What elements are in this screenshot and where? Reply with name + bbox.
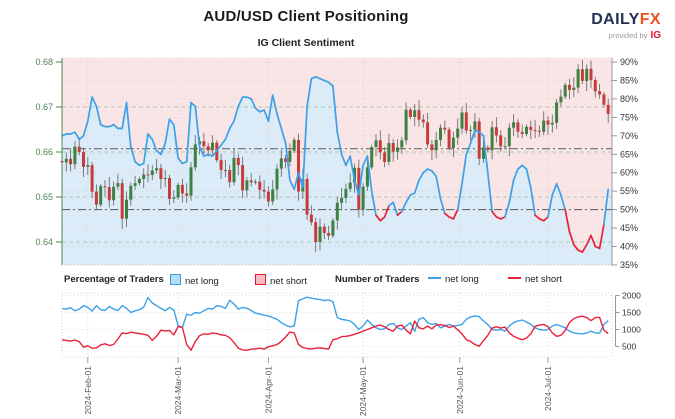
svg-text:75%: 75%: [620, 112, 638, 122]
legend-number-title: Number of Traders: [335, 274, 420, 285]
svg-text:50%: 50%: [620, 205, 638, 215]
sentiment-axis: 90% 85% 80% 75% 70% 65% 60% 55% 50% 45% 40% 35%: [611, 57, 638, 270]
legend-num-net-short-label: net short: [525, 274, 562, 285]
svg-text:2024-Apr-01: 2024-Apr-01: [263, 366, 273, 414]
svg-text:2000: 2000: [622, 291, 641, 301]
net-long-pct-line: [61, 75, 610, 253]
chart-subtitle: IG Client Sentiment: [257, 37, 355, 49]
logo-daily-text: DAILY: [591, 11, 640, 28]
svg-text:0.68: 0.68: [35, 57, 53, 67]
count-line-long: [61, 296, 609, 335]
svg-text:85%: 85%: [620, 76, 638, 86]
svg-text:2024-Jul-01: 2024-Jul-01: [543, 366, 553, 411]
svg-text:60%: 60%: [620, 168, 638, 178]
legend-pct-net-long-label: net long: [185, 276, 219, 287]
legend-pct-net-short: net short: [255, 274, 307, 287]
price-axis: 0.68 0.67 0.66 0.65 0.64: [35, 57, 612, 266]
dailyfx-wordmark: DAILYFX: [591, 11, 661, 29]
svg-text:40%: 40%: [620, 242, 638, 252]
svg-text:2024-Feb-01: 2024-Feb-01: [83, 366, 93, 415]
svg-text:2024-May-01: 2024-May-01: [358, 366, 368, 416]
legend-num-net-long-label: net long: [445, 274, 479, 285]
svg-text:500: 500: [622, 342, 636, 352]
svg-text:0.67: 0.67: [35, 102, 53, 112]
svg-text:90%: 90%: [620, 57, 638, 67]
legend-num-net-short: net short: [508, 274, 562, 285]
svg-text:2024-Jun-01: 2024-Jun-01: [455, 366, 465, 414]
svg-text:80%: 80%: [620, 94, 638, 104]
svg-text:0.66: 0.66: [35, 147, 53, 157]
svg-text:0.65: 0.65: [35, 192, 53, 202]
sentiment-area-fill: [62, 58, 612, 265]
svg-text:0.64: 0.64: [35, 237, 53, 247]
count-line-short: [61, 315, 609, 351]
svg-text:45%: 45%: [620, 223, 638, 233]
net-short-line-icon: [508, 277, 521, 279]
date-axis: 2024-Feb-01 2024-Mar-01 2024-Apr-01 2024-Ma…: [83, 357, 553, 416]
svg-text:70%: 70%: [620, 131, 638, 141]
net-short-square-icon: [255, 274, 266, 285]
provided-by-text: provided by: [608, 30, 648, 40]
provided-by-line: provided by IG: [591, 30, 661, 41]
svg-text:1500: 1500: [622, 308, 641, 318]
trader-count-chart: 2000 1500 1000 500: [61, 291, 641, 358]
net-long-line-icon: [428, 277, 441, 279]
svg-text:1000: 1000: [622, 325, 641, 335]
chart-legend: Percentage of Traders net long net short…: [62, 273, 614, 289]
legend-num-net-long: net long: [428, 274, 479, 285]
svg-text:2024-Mar-01: 2024-Mar-01: [173, 366, 183, 415]
candlestick-series: [60, 60, 610, 253]
legend-percentage-title: Percentage of Traders: [64, 274, 164, 285]
svg-text:35%: 35%: [620, 260, 638, 270]
svg-text:55%: 55%: [620, 186, 638, 196]
net-long-square-icon: [170, 274, 181, 285]
dailyfx-logo[interactable]: DAILYFX provided by IG: [591, 11, 661, 41]
legend-pct-net-long: net long: [170, 274, 219, 287]
page-title: AUD/USD Client Positioning: [203, 8, 409, 25]
ig-logo-text: IG: [650, 29, 661, 41]
legend-pct-net-short-label: net short: [270, 276, 307, 287]
logo-fx-text: FX: [639, 11, 661, 28]
svg-text:65%: 65%: [620, 149, 638, 159]
